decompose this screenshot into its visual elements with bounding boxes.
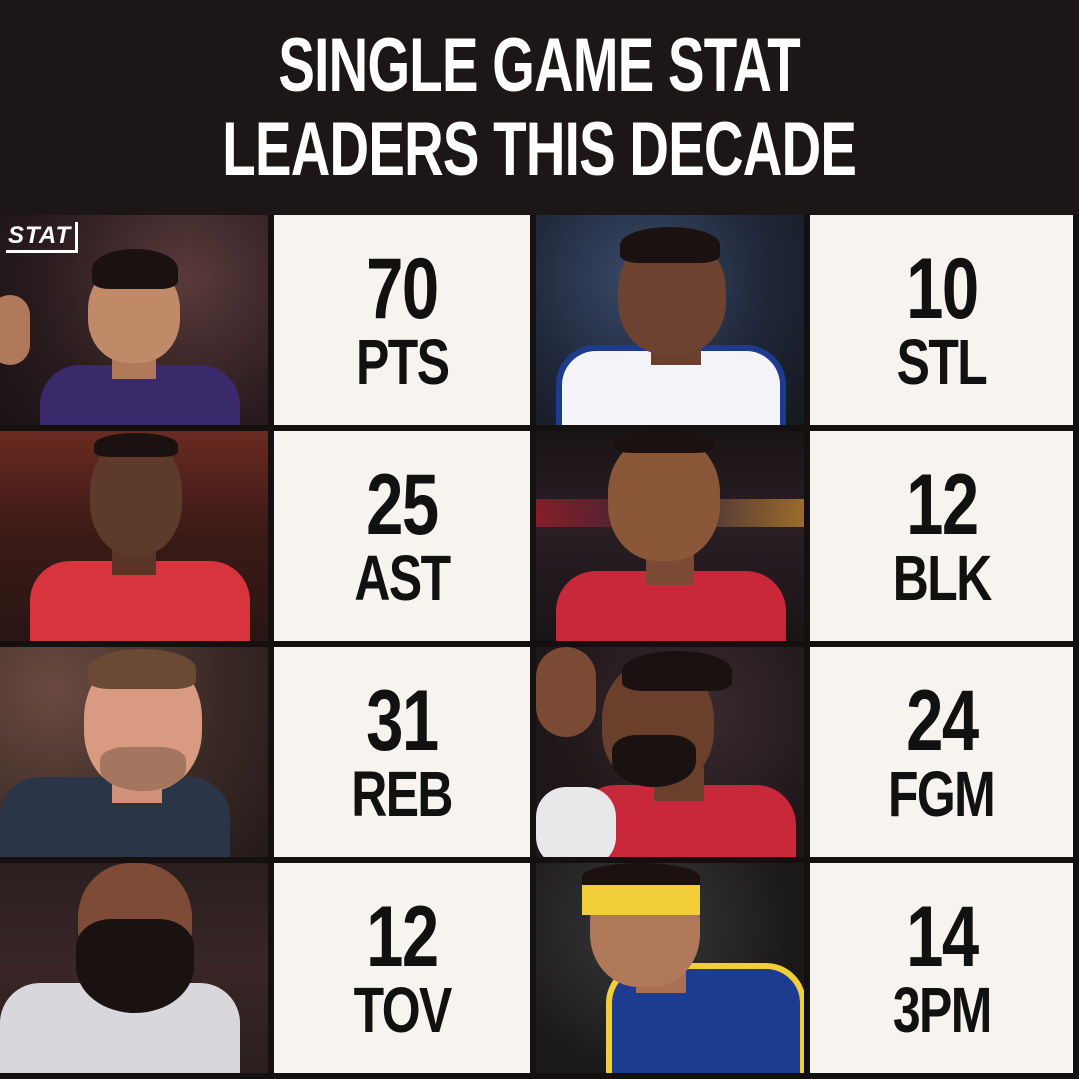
stat-card-reb: 31 REB	[274, 647, 530, 857]
player-photo-3pm	[536, 863, 804, 1073]
player-photo-pts	[0, 215, 268, 425]
stat-label: PTS	[355, 326, 450, 398]
stat-value: 25	[366, 457, 439, 553]
stat-value: 12	[366, 889, 439, 985]
stat-label: REB	[351, 758, 454, 830]
stat-card-ast: 25 AST	[274, 431, 530, 641]
stat-card-fgm: 24 FGM	[810, 647, 1073, 857]
stat-card-3pm: 14 3PM	[810, 863, 1073, 1073]
stat-label: 3PM	[892, 974, 993, 1046]
stat-label: STL	[896, 326, 988, 398]
stat-value: 12	[905, 457, 979, 553]
stat-card-blk: 12 BLK	[810, 431, 1073, 641]
player-photo-blk	[536, 431, 804, 641]
stat-value: 14	[905, 889, 979, 985]
stat-card-pts: 70 PTS	[274, 215, 530, 425]
title-line-1: SINGLE GAME STAT	[278, 22, 801, 108]
stat-logo: STAT	[6, 222, 79, 253]
player-photo-ast	[0, 431, 268, 641]
player-photo-tov	[0, 863, 268, 1073]
stat-label: BLK	[892, 542, 992, 614]
stat-grid: 70 PTS 10 STL 25 AST 12 BLK	[0, 215, 1079, 1079]
stat-card-tov: 12 TOV	[274, 863, 530, 1073]
stat-card-stl: 10 STL	[810, 215, 1073, 425]
stat-value: 31	[366, 673, 439, 769]
stat-value: 10	[905, 241, 979, 337]
stat-label: TOV	[353, 974, 452, 1046]
stat-value: 70	[366, 241, 439, 337]
stat-label: AST	[354, 542, 451, 614]
stat-value: 24	[905, 673, 979, 769]
player-photo-fgm	[536, 647, 804, 857]
title-banner: SINGLE GAME STAT LEADERS THIS DECADE	[0, 0, 1079, 215]
player-photo-stl	[536, 215, 804, 425]
title-line-2: LEADERS THIS DECADE	[222, 106, 858, 192]
stat-label: FGM	[888, 758, 996, 830]
player-photo-reb	[0, 647, 268, 857]
